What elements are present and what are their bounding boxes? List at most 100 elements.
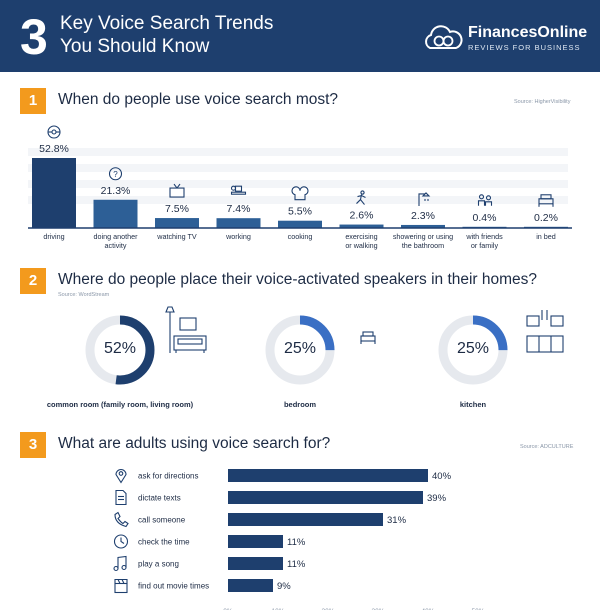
clapperboard-icon [114, 578, 128, 594]
shower-icon [418, 192, 431, 206]
chef-hat-icon [291, 186, 309, 201]
section-1-source: Source: HigherVisibility [514, 99, 571, 105]
page-title: Key Voice Search Trends You Should Know [60, 12, 273, 58]
section-3-source: Source: ADCULTURE [520, 444, 574, 450]
section-3-number: 3 [20, 432, 46, 458]
donut-value-label: 25% [456, 340, 490, 357]
donut-slice-kitchen [438, 315, 508, 385]
use-label: call someone [138, 516, 186, 525]
sofa-icon [165, 306, 207, 353]
question-icon: ? [108, 167, 123, 181]
bar-value-label: 7.4% [227, 203, 251, 215]
title-line-2: You Should Know [60, 36, 210, 57]
bar-value-label: 7.5% [165, 203, 189, 215]
bar-driving [32, 158, 76, 228]
bar-find-out-movie-times [228, 579, 273, 592]
svg-text:?: ? [113, 170, 118, 179]
bar-doing-another-activity [93, 199, 138, 228]
category-label: with friends [465, 232, 503, 241]
bar-value-label: 2.6% [350, 210, 374, 222]
brand-name: FinancesOnline [468, 24, 588, 41]
bar-value-label: 0.4% [473, 212, 497, 224]
category-label: activity [105, 241, 127, 250]
use-label: play a song [138, 560, 179, 569]
use-label: dictate texts [138, 494, 181, 503]
bar-play-a-song [228, 557, 283, 570]
use-label: ask for directions [138, 472, 198, 481]
section-2-source: Source: WordStream [58, 292, 110, 298]
backdrop-stripe [28, 180, 568, 188]
x-tick-label: 40% [421, 608, 434, 610]
phone-icon [114, 511, 129, 528]
bar-value-label: 11% [287, 537, 306, 548]
bar-dictate-texts [228, 491, 423, 504]
category-label: or family [471, 241, 499, 250]
bar-value-label: 31% [387, 515, 407, 526]
room-label: kitchen [459, 400, 487, 409]
runner-icon [356, 190, 366, 205]
section-2-number: 2 [20, 268, 46, 294]
category-label: in bed [536, 232, 556, 241]
section-1-title: When do people use voice search most? [58, 91, 339, 108]
bar-exercising-or-walking [339, 224, 384, 228]
x-tick-label: 0% [223, 608, 233, 610]
category-label: showering or using [393, 232, 453, 241]
category-label: driving [43, 232, 64, 241]
donut-slice-common-room [85, 315, 155, 385]
category-label: watching TV [156, 232, 197, 241]
x-tick-label: 10% [271, 608, 284, 610]
music-icon [113, 555, 127, 572]
map-pin-icon [115, 469, 127, 484]
backdrop-stripe [28, 164, 568, 172]
donut-value-label: 52% [103, 340, 137, 357]
bar-working [216, 218, 261, 228]
category-label: cooking [288, 232, 313, 241]
brand-tagline: REVIEWS FOR BUSINESS [468, 43, 581, 52]
category-label: doing another [94, 232, 139, 241]
title-line-1: Key Voice Search Trends [60, 13, 274, 34]
section-2-title: Where do people place their voice-activa… [58, 271, 538, 288]
bar-value-label: 0.2% [534, 212, 558, 224]
section-3-title: What are adults using voice search for? [58, 435, 331, 452]
section-1-number: 1 [20, 88, 46, 114]
bar-value-label: 9% [277, 581, 291, 592]
speaker-placement-chart: 52% common room (family room, living room… [0, 300, 600, 415]
clock-icon [113, 534, 129, 549]
document-icon [115, 489, 127, 506]
donut-value-label: 25% [283, 340, 317, 357]
x-tick-label: 30% [371, 608, 384, 610]
bar-value-label: 21.3% [101, 185, 131, 197]
bar-call-someone [228, 513, 383, 526]
category-label: or walking [345, 241, 377, 250]
bar-watching-TV [155, 218, 199, 228]
bar-value-label: 52.8% [39, 143, 69, 155]
steering-wheel-icon [47, 125, 61, 139]
people-icon [477, 194, 493, 206]
backdrop-stripe [28, 148, 568, 156]
room-label: common room (family room, living room) [46, 400, 194, 409]
adult-uses-chart: ask for directions 40% dictate texts 39% cal… [113, 469, 485, 610]
bar-check-the-time [228, 535, 283, 548]
bed-icon [360, 331, 376, 344]
x-tick-label: 20% [321, 608, 334, 610]
category-label: the bathroom [402, 241, 444, 250]
use-label: find out movie times [138, 582, 209, 591]
header-number: 3 [20, 9, 48, 65]
bar-value-label: 11% [287, 559, 306, 570]
bar-ask-for-directions [228, 469, 428, 482]
bar-value-label: 39% [427, 493, 447, 504]
room-label: bedroom [283, 400, 317, 409]
bar-value-label: 5.5% [288, 206, 312, 218]
bar-cooking [278, 220, 322, 228]
bar-showering-or-using-the-bathroom [401, 224, 445, 228]
category-label: exercising [345, 232, 377, 241]
tv-icon [169, 183, 185, 198]
desk-icon [230, 185, 247, 195]
use-label: check the time [138, 538, 190, 547]
cloud-logo-icon [425, 25, 463, 49]
x-tick-label: 50% [471, 608, 484, 610]
category-label: working [225, 232, 251, 241]
bed-icon [538, 194, 554, 207]
header-banner: 3 Key Voice Search Trends You Should Kno… [0, 0, 600, 72]
